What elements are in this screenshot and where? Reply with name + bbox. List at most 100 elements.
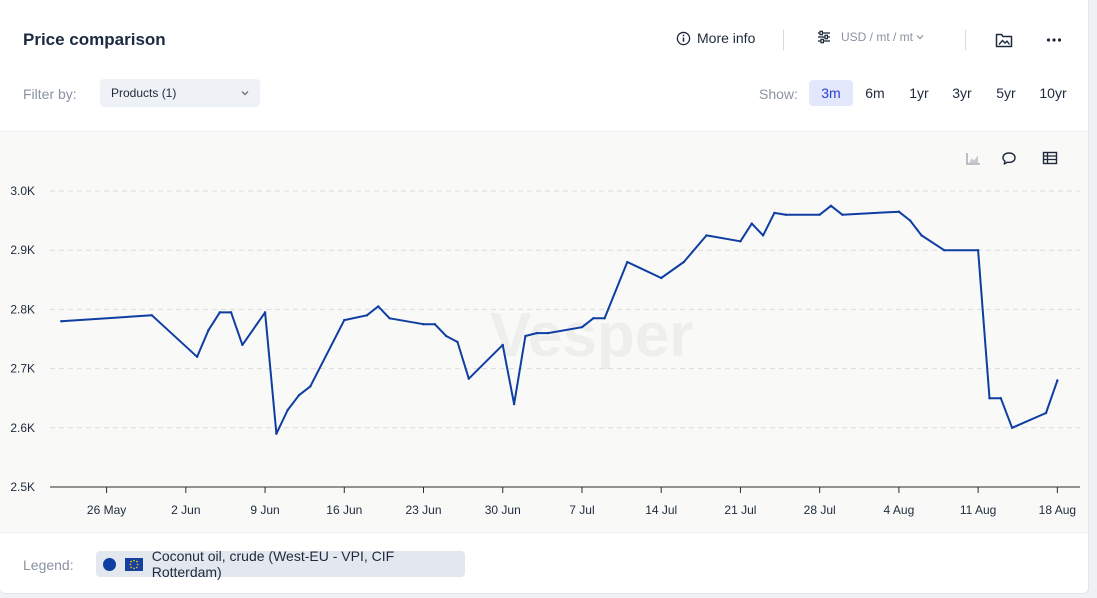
data-point[interactable] [626, 260, 629, 264]
watermark: Vesper [490, 301, 693, 370]
data-point[interactable] [920, 234, 923, 237]
price-line-chart: Vesper 2.5K 2.6K 2.7K 2.8K 2.9K 3.0K 26 May 2 J… [10, 184, 1080, 517]
data-point[interactable] [218, 311, 221, 314]
x-tick-label: 30 Jun [485, 503, 521, 517]
data-point[interactable] [524, 334, 527, 338]
data-point[interactable] [682, 260, 686, 264]
data-point[interactable] [818, 213, 821, 216]
data-point[interactable] [275, 432, 278, 435]
x-tick-label: 9 Jun [250, 503, 279, 517]
chart-type-button[interactable] [963, 148, 983, 168]
data-point[interactable] [942, 249, 946, 252]
card-title: Price comparison [23, 30, 166, 49]
x-tick-label: 2 Jun [171, 503, 200, 517]
y-tick-label: 2.5K [10, 480, 35, 494]
data-point[interactable] [999, 397, 1002, 400]
products-filter-select[interactable]: Products (1) [100, 79, 260, 107]
legend-item[interactable]: Coconut oil, crude (West-EU - VPI, CIF R… [96, 548, 465, 580]
range-5yr-button[interactable]: 5yr [996, 85, 1016, 101]
data-point[interactable] [467, 377, 470, 380]
export-image-button[interactable] [994, 30, 1014, 50]
data-point[interactable] [909, 219, 912, 222]
data-point[interactable] [501, 343, 504, 347]
data-point[interactable] [535, 331, 538, 335]
more-info-label: More info [697, 30, 756, 46]
area-chart-icon [965, 152, 980, 165]
data-point[interactable] [207, 328, 210, 332]
range-3m-button[interactable]: 3m [809, 80, 853, 106]
data-point[interactable] [976, 249, 980, 252]
x-tick-label: 4 Aug [884, 503, 915, 517]
toolbar-divider [965, 30, 966, 50]
data-point[interactable] [263, 311, 267, 314]
table-icon [1042, 151, 1058, 165]
more-info-button[interactable]: More info [676, 30, 755, 46]
data-point[interactable] [592, 317, 595, 320]
data-point[interactable] [195, 355, 199, 358]
x-tick-label: 28 Jul [804, 503, 836, 517]
x-tick-label: 7 Jul [569, 503, 594, 517]
data-point[interactable] [1056, 379, 1059, 382]
data-point[interactable] [309, 385, 312, 388]
data-point[interactable] [546, 331, 550, 335]
data-point[interactable] [1044, 411, 1048, 415]
data-point[interactable] [343, 318, 346, 322]
data-point[interactable] [761, 234, 765, 237]
data-point[interactable] [580, 325, 584, 329]
data-point[interactable] [286, 408, 289, 412]
data-point[interactable] [150, 314, 154, 317]
chevron-down-icon [241, 91, 249, 96]
x-tick-label: 11 Aug [960, 503, 996, 517]
data-point[interactable] [60, 320, 63, 323]
data-point[interactable] [841, 213, 844, 216]
data-point[interactable] [705, 234, 708, 237]
comments-button[interactable] [999, 148, 1019, 168]
data-point[interactable] [988, 397, 991, 400]
x-tick-label: 21 Jul [724, 503, 756, 517]
table-view-button[interactable] [1040, 148, 1060, 168]
products-filter-value: Products (1) [111, 86, 177, 100]
range-3yr-button[interactable]: 3yr [952, 85, 972, 101]
comment-icon [1002, 151, 1016, 165]
data-point[interactable] [897, 210, 901, 213]
data-point[interactable] [660, 276, 663, 280]
data-point[interactable] [739, 240, 742, 243]
info-icon [676, 31, 691, 45]
y-tick-label: 2.9K [10, 243, 35, 257]
data-point[interactable] [422, 323, 425, 326]
eu-flag-icon [124, 557, 143, 571]
ellipsis-icon [1046, 38, 1062, 42]
data-point[interactable] [241, 343, 244, 347]
data-point[interactable] [388, 317, 391, 320]
image-folder-icon [995, 33, 1013, 48]
units-label: USD / mt / mt [841, 30, 913, 44]
data-point[interactable] [512, 402, 516, 406]
data-point[interactable] [377, 305, 380, 308]
data-point[interactable] [456, 340, 459, 344]
x-tick-label: 14 Jul [645, 503, 677, 517]
legend-label: Legend: [23, 557, 74, 573]
data-point[interactable] [444, 334, 448, 338]
data-point[interactable] [229, 311, 233, 314]
data-point[interactable] [750, 222, 753, 225]
more-options-button[interactable] [1044, 30, 1064, 50]
data-point[interactable] [1010, 426, 1014, 429]
y-tick-label: 2.8K [10, 302, 35, 316]
data-point[interactable] [433, 323, 437, 326]
data-point[interactable] [773, 211, 776, 215]
y-tick-label: 2.6K [10, 421, 35, 435]
x-tick-label: 18 Aug [1039, 503, 1076, 517]
range-10yr-button[interactable]: 10yr [1039, 85, 1067, 101]
range-1yr-button[interactable]: 1yr [909, 85, 929, 101]
data-point[interactable] [297, 394, 301, 397]
units-selector[interactable]: USD / mt / mt [817, 30, 925, 44]
filter-label: Filter by: [23, 86, 77, 102]
range-6m-button[interactable]: 6m [865, 85, 885, 101]
data-point[interactable] [784, 213, 787, 216]
chevron-down-icon [916, 35, 924, 40]
data-point[interactable] [829, 204, 833, 207]
data-point[interactable] [603, 317, 606, 320]
data-point[interactable] [365, 314, 369, 317]
x-tick-label: 16 Jun [326, 503, 362, 517]
